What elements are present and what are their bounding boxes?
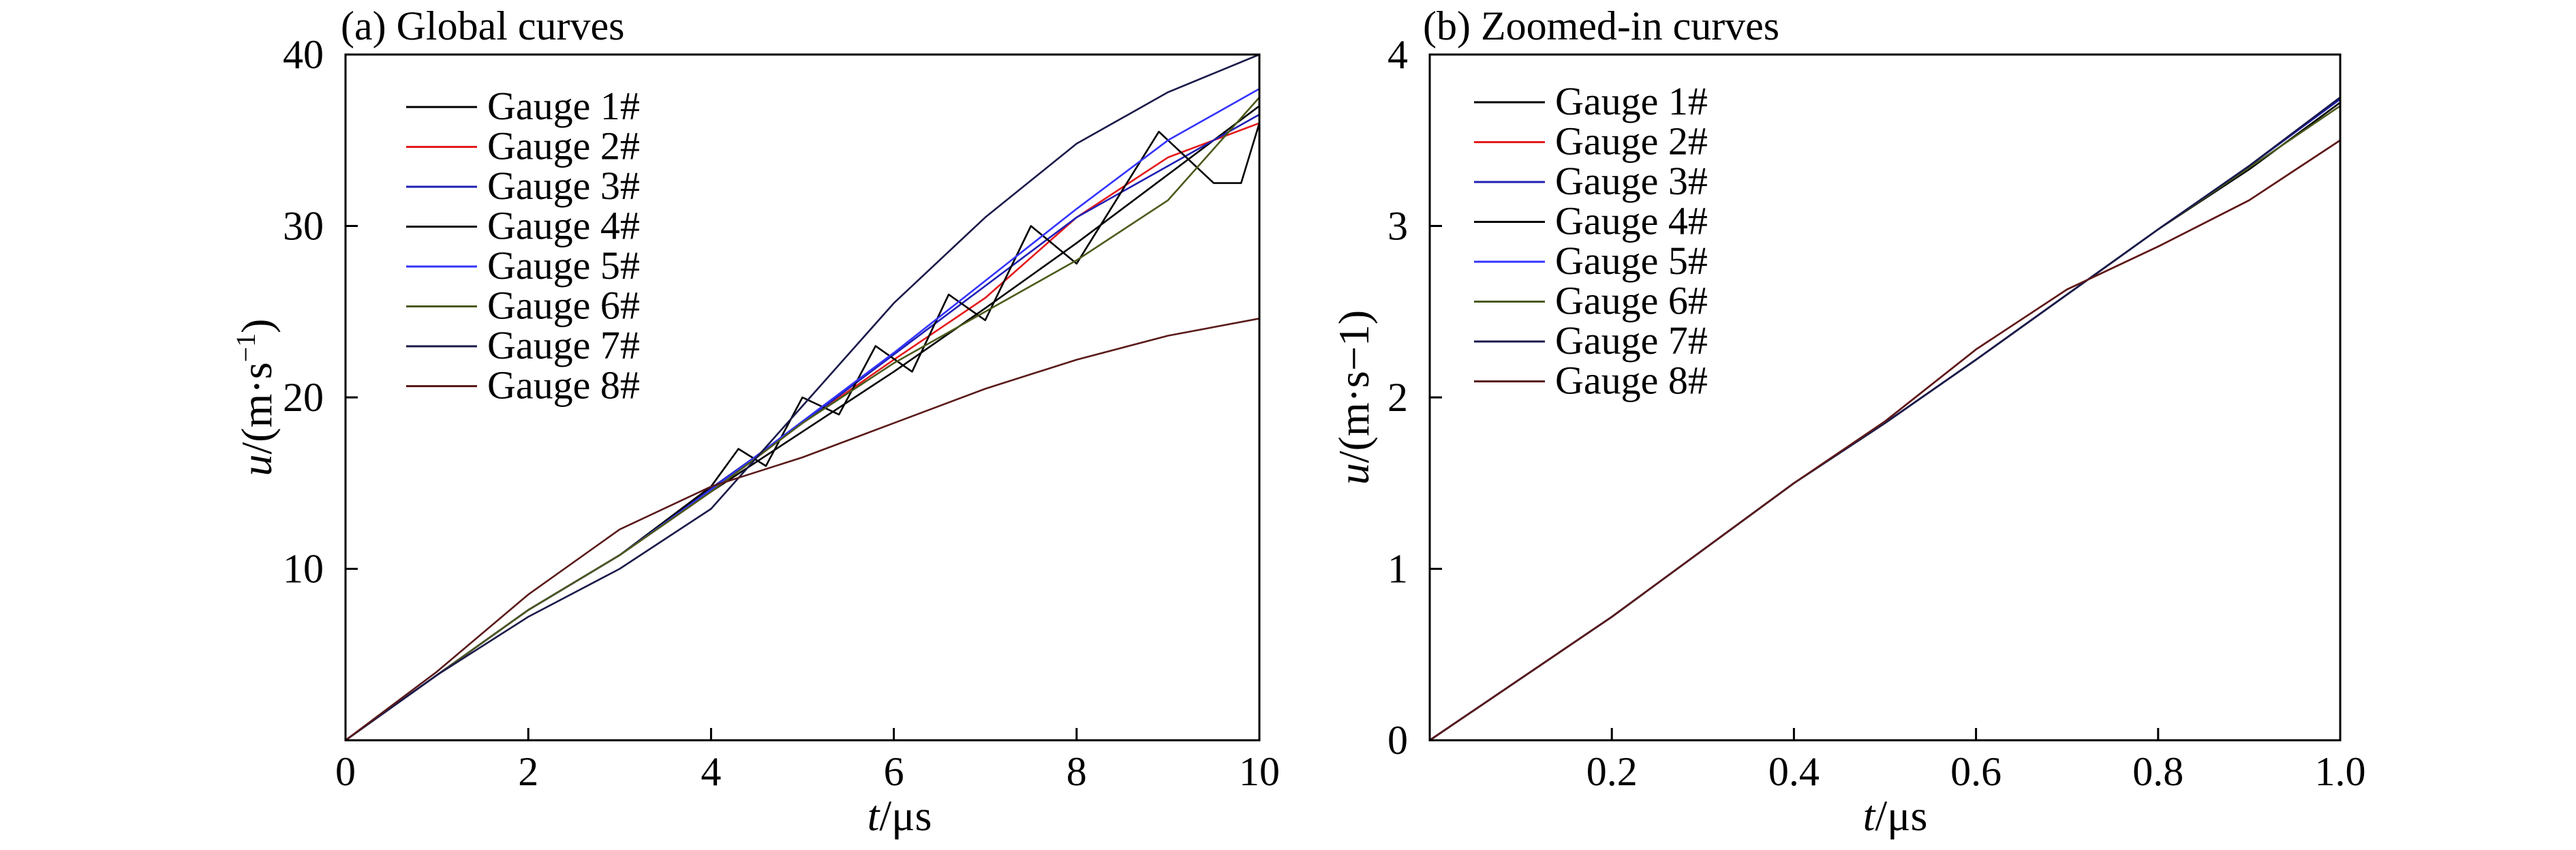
panel-b-y-tick-label: 1: [1387, 547, 1408, 592]
panel-b-y-tick-label: 4: [1387, 32, 1408, 77]
panel-a-legend-label: Gauge 7#: [487, 323, 640, 367]
panel-a-x-tick-label: 2: [518, 749, 538, 794]
panel-a-y-axis-unit-sup: −1: [230, 333, 261, 363]
panel-a-series-8-line: [345, 318, 1260, 742]
panel-b-y-axis-var: u: [1330, 463, 1378, 485]
panel-a-x-ticks: 0 2 4 6 8 10: [335, 728, 1280, 794]
panel-a-y-ticks: 10 20 30 40: [283, 32, 358, 592]
panel-b-y-tick-label: 2: [1387, 375, 1408, 420]
panel-a-x-tick-label: 10: [1239, 749, 1280, 794]
panel-b-x-tick-label: 0.6: [1950, 749, 2002, 794]
panel-b-y-axis-unit: /(m·s−1): [1330, 310, 1378, 464]
panel-a-legend-label: Gauge 5#: [487, 243, 640, 288]
panel-b-x-tick-label: 0.4: [1768, 749, 1820, 794]
panel-b-x-axis-unit: /μs: [1875, 791, 1927, 840]
panel-a-series-group: [345, 53, 1261, 742]
panel-a-x-tick-label: 4: [701, 749, 721, 794]
panel-a-x-tick-label: 8: [1067, 749, 1087, 794]
panel-a-y-axis-label: u/(m·s−1): [230, 319, 281, 476]
panel-a-y-tick-label: 30: [283, 204, 324, 249]
panel-b-y-ticks: 0 1 2 3 4: [1387, 32, 1442, 763]
panel-a-legend-label: Gauge 2#: [487, 124, 640, 168]
panel-a-y-axis-unit-close: ): [232, 319, 281, 333]
panel-b-x-axis-label: t/μs: [1863, 791, 1928, 840]
panel-a-legend-label: Gauge 4#: [487, 204, 640, 248]
panel-b-legend-label: Gauge 4#: [1555, 199, 1708, 243]
panel-a-x-axis-label: t/μs: [868, 791, 932, 840]
panel-b-series-8-line: [1429, 139, 2341, 742]
panel-b-legend-label: Gauge 6#: [1555, 279, 1708, 323]
panel-b-legend-label: Gauge 7#: [1555, 318, 1708, 363]
panel-b-legend-label: Gauge 2#: [1555, 119, 1708, 164]
panel-a-title: (a) Global curves: [341, 3, 624, 48]
panel-a-series-7-line: [345, 53, 1260, 742]
panel-b-legend-label: Gauge 1#: [1555, 79, 1708, 123]
panel-b-x-tick-label: 1.0: [2315, 749, 2366, 794]
panel-a-y-axis-unit: /(m·s: [232, 362, 281, 454]
panel-a-legend: Gauge 1#Gauge 2#Gauge 3#Gauge 4#Gauge 5#…: [406, 84, 640, 408]
panel-b-y-tick-label: 3: [1387, 204, 1408, 249]
panel-a-y-tick-label: 20: [283, 375, 324, 420]
panel-b-y-axis-label: u/(m·s−1): [1330, 310, 1378, 485]
panel-a-y-tick-label: 40: [283, 32, 324, 77]
panel-a-legend-label: Gauge 1#: [487, 84, 640, 128]
panel-a-legend-label: Gauge 3#: [487, 164, 640, 208]
panel-b-legend: Gauge 1#Gauge 2#Gauge 3#Gauge 4#Gauge 5#…: [1474, 79, 1708, 403]
panel-b-legend-label: Gauge 3#: [1555, 159, 1708, 203]
panel-a-series-6-line: [345, 97, 1260, 742]
panel-a-x-tick-label: 6: [884, 749, 904, 794]
panel-b-x-tick-label: 0.8: [2132, 749, 2183, 794]
panel-b-legend-label: Gauge 5#: [1555, 239, 1708, 283]
panel-b-title: (b) Zoomed-in curves: [1423, 3, 1779, 48]
panel-a-x-tick-label: 0: [335, 749, 356, 794]
panel-a-y-tick-label: 10: [283, 547, 324, 592]
panel-b-series-group: [1429, 96, 2341, 742]
panel-a-legend-label: Gauge 6#: [487, 284, 640, 328]
panel-b-y-tick-label: 0: [1387, 718, 1408, 763]
panel-b-x-tick-label: 0.2: [1586, 749, 1638, 794]
panel-b-legend-label: Gauge 8#: [1555, 359, 1708, 403]
panel-b: (b) Zoomed-in curves 0.2 0.4 0.6 0.8 1.0 0 1 2…: [1330, 3, 2366, 840]
panel-b-x-axis-var: t: [1863, 791, 1877, 840]
panel-a-x-axis-unit: /μs: [879, 791, 932, 840]
panel-a-x-axis-var: t: [868, 791, 881, 840]
panel-a-legend-label: Gauge 8#: [487, 363, 640, 408]
panel-b-x-ticks: 0.2 0.4 0.6 0.8 1.0: [1586, 728, 2366, 794]
panel-a-y-axis-var: u: [232, 454, 281, 476]
